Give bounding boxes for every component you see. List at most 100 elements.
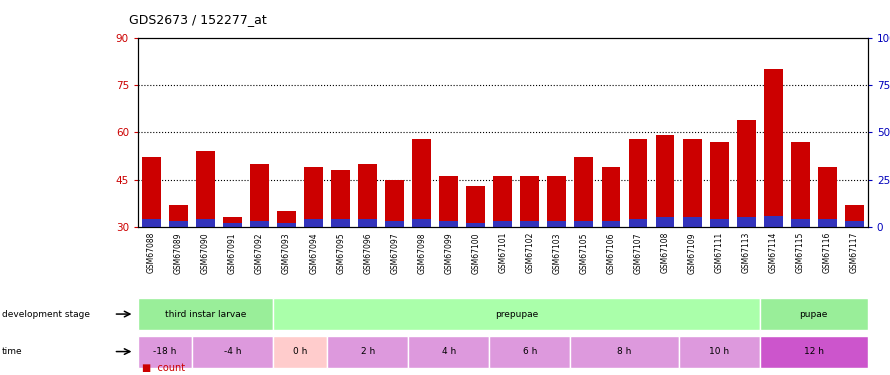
Bar <box>223 223 242 227</box>
Text: GSM67109: GSM67109 <box>688 232 697 273</box>
Text: GSM67092: GSM67092 <box>255 232 264 273</box>
Bar <box>304 167 323 227</box>
Bar <box>304 219 323 227</box>
Bar <box>196 151 215 227</box>
Bar <box>764 69 782 227</box>
Text: 8 h: 8 h <box>618 347 632 356</box>
Bar <box>273 298 760 330</box>
Bar <box>602 167 620 227</box>
Text: -4 h: -4 h <box>223 347 241 356</box>
Bar <box>250 221 269 227</box>
Bar <box>678 336 760 368</box>
Bar <box>764 216 782 227</box>
Bar <box>683 217 701 227</box>
Text: GSM67089: GSM67089 <box>174 232 183 273</box>
Bar <box>760 298 868 330</box>
Text: 4 h: 4 h <box>441 347 456 356</box>
Bar <box>196 219 215 227</box>
Bar <box>760 336 868 368</box>
Bar <box>138 336 192 368</box>
Text: GSM67117: GSM67117 <box>850 232 859 273</box>
Text: pupae: pupae <box>799 310 828 318</box>
Bar <box>331 219 350 227</box>
Bar <box>493 176 513 227</box>
Text: GSM67093: GSM67093 <box>282 232 291 274</box>
Bar <box>223 217 242 227</box>
Bar <box>818 167 837 227</box>
Text: GSM67103: GSM67103 <box>553 232 562 273</box>
Text: GSM67101: GSM67101 <box>498 232 507 273</box>
Text: GSM67115: GSM67115 <box>796 232 805 273</box>
Bar <box>845 205 863 227</box>
Bar <box>737 120 756 227</box>
Text: time: time <box>2 347 22 356</box>
Bar <box>142 158 161 227</box>
Bar <box>440 221 458 227</box>
Bar <box>466 223 485 227</box>
Bar <box>737 217 756 227</box>
Bar <box>547 221 566 227</box>
Text: prepupae: prepupae <box>495 310 538 318</box>
Bar <box>409 336 490 368</box>
Text: GSM67090: GSM67090 <box>201 232 210 274</box>
Text: 12 h: 12 h <box>804 347 823 356</box>
Bar <box>466 186 485 227</box>
Bar <box>277 223 296 227</box>
Text: GSM67111: GSM67111 <box>715 232 724 273</box>
Bar <box>359 164 377 227</box>
Bar <box>490 336 570 368</box>
Text: GSM67097: GSM67097 <box>390 232 400 274</box>
Text: GSM67114: GSM67114 <box>769 232 778 273</box>
Bar <box>628 138 647 227</box>
Text: 0 h: 0 h <box>293 347 307 356</box>
Bar <box>683 138 701 227</box>
Bar <box>656 217 675 227</box>
Bar <box>412 138 432 227</box>
Text: GSM67105: GSM67105 <box>579 232 588 273</box>
Text: GSM67113: GSM67113 <box>741 232 750 273</box>
Bar <box>277 211 296 227</box>
Bar <box>547 176 566 227</box>
Bar <box>169 205 188 227</box>
Bar <box>845 221 863 227</box>
Bar <box>521 221 539 227</box>
Text: GSM67091: GSM67091 <box>228 232 237 273</box>
Text: -18 h: -18 h <box>153 347 177 356</box>
Text: GSM67088: GSM67088 <box>147 232 156 273</box>
Bar <box>250 164 269 227</box>
Text: GSM67098: GSM67098 <box>417 232 426 273</box>
Text: GSM67099: GSM67099 <box>444 232 453 274</box>
Bar <box>359 219 377 227</box>
Bar <box>385 221 404 227</box>
Text: GDS2673 / 152277_at: GDS2673 / 152277_at <box>129 13 267 26</box>
Bar <box>521 176 539 227</box>
Bar <box>656 135 675 227</box>
Bar <box>328 336 409 368</box>
Text: third instar larvae: third instar larvae <box>165 310 247 318</box>
Text: GSM67108: GSM67108 <box>660 232 669 273</box>
Bar <box>138 298 273 330</box>
Bar <box>628 219 647 227</box>
Bar <box>709 142 729 227</box>
Text: GSM67102: GSM67102 <box>525 232 534 273</box>
Bar <box>412 219 432 227</box>
Text: development stage: development stage <box>2 310 90 319</box>
Text: ■  count: ■ count <box>142 363 185 373</box>
Text: GSM67096: GSM67096 <box>363 232 372 274</box>
Text: GSM67100: GSM67100 <box>472 232 481 273</box>
Bar <box>385 180 404 227</box>
Bar <box>169 221 188 227</box>
Bar <box>574 221 594 227</box>
Bar <box>790 219 810 227</box>
Bar <box>818 219 837 227</box>
Bar <box>602 221 620 227</box>
Bar <box>790 142 810 227</box>
Text: GSM67095: GSM67095 <box>336 232 345 274</box>
Bar <box>440 176 458 227</box>
Bar <box>709 219 729 227</box>
Text: GSM67116: GSM67116 <box>822 232 832 273</box>
Text: 2 h: 2 h <box>360 347 375 356</box>
Text: 6 h: 6 h <box>522 347 537 356</box>
Text: GSM67094: GSM67094 <box>309 232 318 274</box>
Bar <box>570 336 678 368</box>
